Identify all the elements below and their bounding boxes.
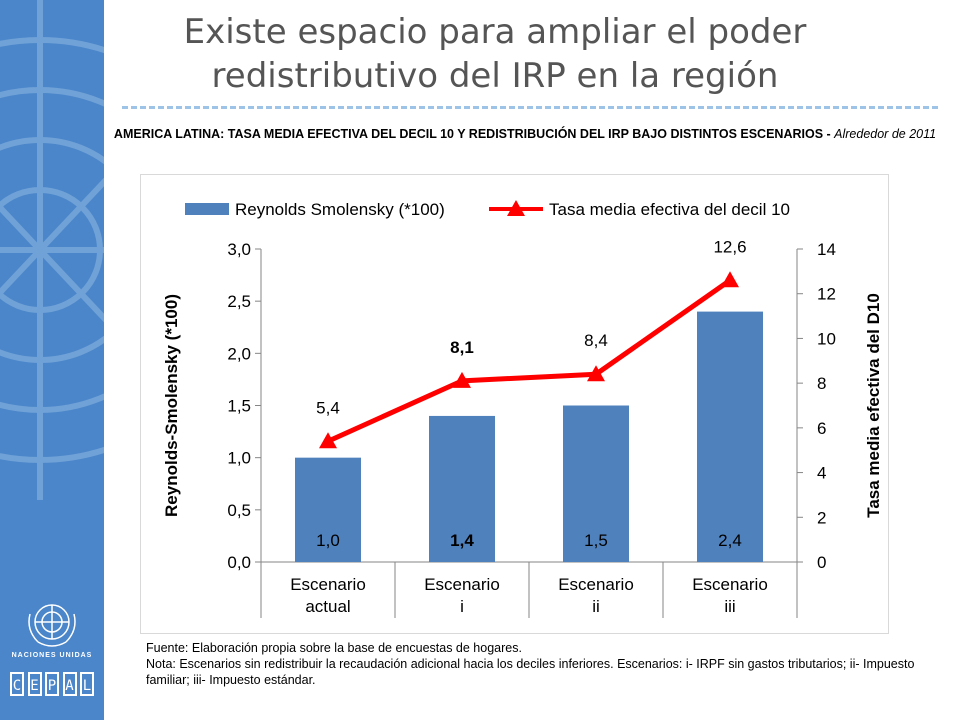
line-value-label: 12,6 [713,237,746,256]
bar-value-label: 1,5 [584,531,608,550]
un-label: NACIONES UNIDAS [11,652,93,659]
x-tick-label: actual [305,597,350,616]
legend-marker-line [507,200,525,216]
y-axis-title-left: Reynolds-Smolensky (*100) [162,294,181,517]
scenario-note: Nota: Escenarios sin redistribuir la rec… [146,657,915,687]
y-tick-label-left: 2,0 [227,344,251,363]
y-tick-label-right: 2 [817,508,826,527]
x-tick-label: Escenario [692,575,768,594]
line-value-label: 8,1 [450,338,474,357]
chart-heading-main: AMERICA LATINA: TASA MEDIA EFECTIVA DEL … [113,127,835,141]
y-tick-label-right: 14 [817,240,836,259]
y-tick-label-right: 10 [817,329,836,348]
combo-chart: 0,0 0,5 1,0 1,5 2,0 2,5 3,0 0 2 4 6 8 10 12 14 1,0 Escen… [162,200,883,618]
line-marker-1 [319,432,337,449]
line-marker-3 [587,365,605,382]
bar-value-label: 1,4 [450,531,474,550]
bar-4 [697,311,763,562]
source-note: Fuente: Elaboración propia sobre la base… [146,641,522,655]
chart-notes: Fuente: Elaboración propia sobre la base… [146,640,946,688]
bar-3 [563,405,629,562]
legend-label-line: Tasa media efectiva del decil 10 [549,200,790,219]
x-tick-label: iii [724,597,735,616]
cepal-letter: C [10,672,24,696]
y-tick-label-right: 0 [817,553,826,572]
y-tick-label-right: 4 [817,464,826,483]
line-value-label: 5,4 [316,398,340,417]
chart-container: 0,0 0,5 1,0 1,5 2,0 2,5 3,0 0 2 4 6 8 10 12 14 1,0 Escen… [140,174,889,634]
un-logo-icon [28,604,76,647]
cepal-letter: E [27,672,42,696]
line-value-label: 8,4 [584,331,608,350]
x-tick-label: Escenario [290,575,366,594]
y-tick-label-left: 1,5 [227,397,251,416]
x-tick-label: Escenario [424,575,500,594]
y-tick-label-left: 3,0 [227,240,251,259]
x-tick-label: ii [592,597,600,616]
un-emblem-background [0,0,104,500]
y-tick-label-right: 8 [817,374,826,393]
cepal-letter: L [80,672,94,696]
title-divider [122,106,938,109]
page-title: Existe espacio para ampliar el poder red… [183,12,807,96]
line-marker-2 [453,371,471,388]
chart-heading-period: Alrededor de 2011 [834,127,937,141]
bar-value-label: 2,4 [718,531,742,550]
bar-value-label: 1,0 [316,531,340,550]
x-tick-label: Escenario [558,575,634,594]
y-tick-label-right: 12 [817,285,836,304]
legend-swatch-bars [185,203,229,215]
chart-heading: AMERICA LATINA: TASA MEDIA EFECTIVA DEL … [110,126,940,143]
y-tick-label-left: 2,5 [227,292,251,311]
x-tick-label: i [460,597,464,616]
y-tick-label-left: 1,0 [227,449,251,468]
y-tick-label-left: 0,0 [227,553,251,572]
y-tick-label-left: 0,5 [227,501,251,520]
y-tick-label-right: 6 [817,419,826,438]
cepal-letter: P [45,672,59,696]
legend-label-bars: Reynolds Smolensky (*100) [235,200,445,219]
bar-2 [429,415,495,562]
bar-1 [295,457,361,562]
line-marker-4 [721,271,739,288]
cepal-letter: A [62,672,77,696]
line-series [326,278,732,444]
y-axis-title-right: Tasa media efectiva del D10 [864,293,883,518]
